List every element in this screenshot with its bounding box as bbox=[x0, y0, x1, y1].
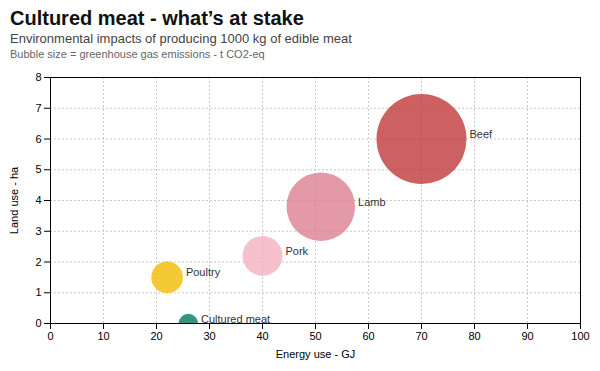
html-text:Environmental impacts of produ: Environmental impacts of producing 1000 … bbox=[10, 31, 352, 46]
svg-text:90: 90 bbox=[521, 330, 533, 342]
svg-text:50: 50 bbox=[309, 330, 321, 342]
svg-text:70: 70 bbox=[415, 330, 427, 342]
svg-text:0: 0 bbox=[35, 317, 41, 329]
svg-text:4: 4 bbox=[35, 194, 41, 206]
svg-text:10: 10 bbox=[97, 330, 109, 342]
svg-text:80: 80 bbox=[468, 330, 480, 342]
svg-text:Lamb: Lamb bbox=[358, 196, 386, 208]
svg-text:Cultured meat: Cultured meat bbox=[201, 313, 270, 325]
svg-text:40: 40 bbox=[256, 330, 268, 342]
svg-text:Poultry: Poultry bbox=[186, 266, 221, 278]
svg-text:Pork: Pork bbox=[285, 245, 308, 257]
svg-text:1: 1 bbox=[35, 286, 41, 298]
svg-text:6: 6 bbox=[35, 133, 41, 145]
html-text:Cultured meat - what’s at stak: Cultured meat - what’s at stake bbox=[10, 7, 304, 29]
svg-text:5: 5 bbox=[35, 163, 41, 175]
svg-text:Beef: Beef bbox=[470, 128, 494, 140]
svg-text:3: 3 bbox=[35, 225, 41, 237]
svg-text:100: 100 bbox=[571, 330, 589, 342]
svg-text:30: 30 bbox=[203, 330, 215, 342]
svg-text:Land use - ha: Land use - ha bbox=[8, 166, 20, 234]
svg-text:20: 20 bbox=[150, 330, 162, 342]
svg-text:Energy use - GJ: Energy use - GJ bbox=[276, 348, 355, 360]
svg-text:2: 2 bbox=[35, 256, 41, 268]
svg-text:0: 0 bbox=[47, 330, 53, 342]
svg-text:60: 60 bbox=[362, 330, 374, 342]
svg-text:7: 7 bbox=[35, 102, 41, 114]
html-text:Bubble size = greenhouse gas e: Bubble size = greenhouse gas emissions -… bbox=[10, 48, 265, 60]
svg-text:8: 8 bbox=[35, 71, 41, 83]
